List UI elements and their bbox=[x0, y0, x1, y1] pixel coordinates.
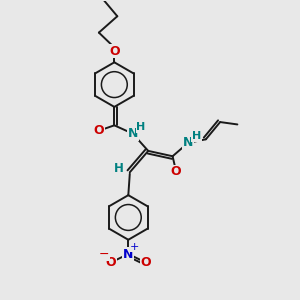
Text: O: O bbox=[106, 256, 116, 269]
Text: H: H bbox=[114, 162, 123, 175]
Text: O: O bbox=[94, 124, 104, 137]
Text: H: H bbox=[136, 122, 146, 132]
Text: −: − bbox=[98, 248, 109, 260]
Text: N: N bbox=[128, 127, 138, 140]
Text: O: O bbox=[171, 165, 182, 178]
Text: +: + bbox=[130, 242, 140, 252]
Text: O: O bbox=[140, 256, 151, 269]
Text: N: N bbox=[123, 248, 134, 260]
Text: H: H bbox=[192, 131, 201, 141]
Text: N: N bbox=[183, 136, 193, 149]
Text: O: O bbox=[109, 44, 120, 58]
